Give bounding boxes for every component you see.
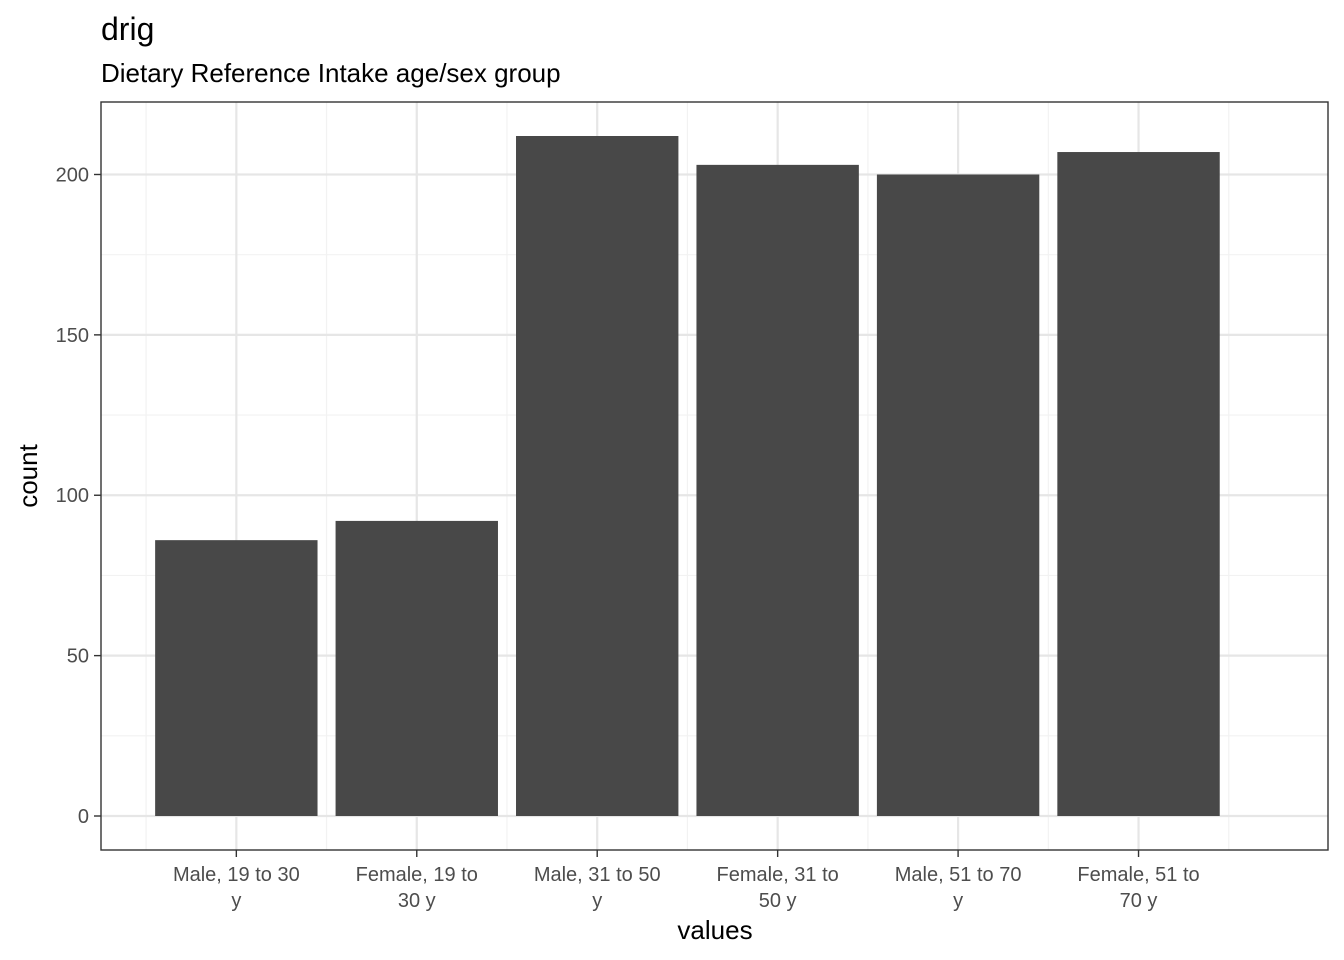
bar	[516, 136, 679, 816]
x-tick-label: y	[592, 890, 602, 912]
x-tick-label: 30 y	[398, 890, 436, 912]
axes: 0 50 100 150 200 Male, 19 to 30 y Female, 19 to…	[56, 164, 1200, 912]
y-tick-label: 200	[56, 164, 89, 186]
x-tick-label: 70 y	[1120, 890, 1158, 912]
bar	[1057, 152, 1220, 817]
chart-title: drig	[101, 11, 154, 47]
y-tick-label: 150	[56, 325, 89, 347]
x-tick-label: Male, 51 to 70	[895, 864, 1022, 886]
x-tick-label: Male, 31 to 50	[534, 864, 661, 886]
chart-subtitle: Dietary Reference Intake age/sex group	[101, 58, 561, 88]
y-tick-label: 100	[56, 485, 89, 507]
x-tick-label: y	[231, 890, 241, 912]
x-tick-label: Female, 31 to	[717, 864, 839, 886]
panel-border	[100, 101, 1329, 851]
x-tick-label: Female, 51 to	[1077, 864, 1199, 886]
x-tick-label: Male, 19 to 30	[173, 864, 300, 886]
x-tick-label: Female, 19 to	[356, 864, 478, 886]
x-tick-label: 50 y	[759, 890, 797, 912]
bar	[696, 164, 859, 816]
x-axis-title: values	[677, 915, 752, 945]
bar	[335, 520, 498, 816]
bar	[155, 540, 318, 816]
y-tick-label: 0	[78, 806, 89, 828]
bars	[155, 136, 1220, 817]
y-tick-label: 50	[67, 646, 89, 668]
bar	[876, 174, 1040, 816]
y-axis-title: count	[13, 443, 43, 507]
x-tick-label: y	[953, 890, 963, 912]
